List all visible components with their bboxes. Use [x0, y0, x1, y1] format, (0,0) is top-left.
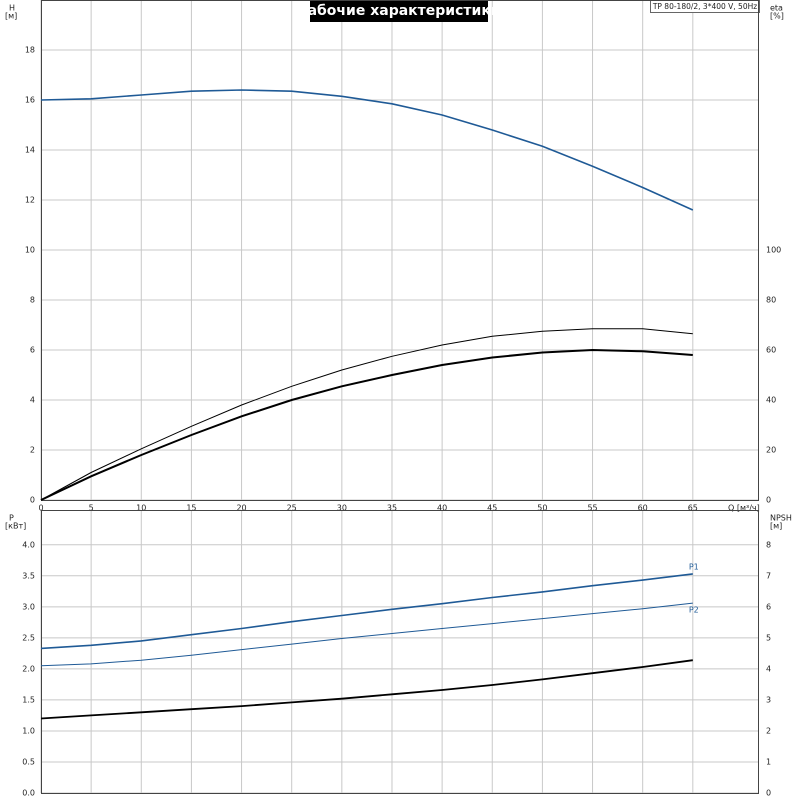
x-tick-label: 40	[437, 504, 447, 513]
y-tick-label: 10	[25, 246, 35, 255]
y-axis-label: P	[9, 514, 14, 523]
y2-axis-label: NPSH	[770, 514, 792, 523]
x-tick-label: 35	[387, 504, 397, 513]
y2-axis-unit: [м]	[770, 522, 782, 531]
y-tick-label: 18	[25, 46, 35, 55]
y-tick-label: 4	[30, 396, 35, 405]
y-tick-label: 8	[30, 296, 35, 305]
chart-title: Рабочие характеристики	[297, 3, 500, 19]
y-tick-label: 14	[25, 146, 35, 155]
y2-tick-label: 6	[766, 602, 771, 611]
title-box	[310, 0, 488, 22]
y-tick-label: 2.5	[22, 633, 35, 642]
y-tick-label: 0	[30, 496, 35, 505]
x-tick-label: 60	[638, 504, 648, 513]
y-tick-label: 2.0	[22, 664, 35, 673]
y2-tick-label: 100	[766, 246, 781, 255]
x-tick-label: 30	[337, 504, 347, 513]
y2-tick-label: 40	[766, 396, 776, 405]
y-tick-label: 12	[25, 196, 35, 205]
curve	[40, 328, 693, 501]
x-tick-label: 20	[236, 504, 246, 513]
curve	[40, 89, 694, 211]
y2-tick-label: 3	[766, 695, 771, 704]
y-tick-label: 1.5	[22, 695, 35, 704]
y-tick-label: 3.5	[22, 571, 35, 580]
y-tick-label: 3.0	[22, 602, 35, 611]
x-tick-label: 0	[38, 504, 43, 513]
y-axis-label: H	[9, 4, 15, 13]
y2-tick-label: 4	[766, 664, 771, 673]
y-tick-label: 16	[25, 96, 35, 105]
y-tick-label: 2	[30, 446, 35, 455]
y2-tick-label: 0	[766, 789, 771, 798]
y2-axis-unit: [%]	[770, 12, 784, 21]
y2-axis-label: eta	[770, 4, 783, 13]
y-tick-label: 1.0	[22, 726, 35, 735]
y2-tick-label: 1	[766, 757, 771, 766]
x-axis-label: Q [м³/ч]	[728, 504, 760, 513]
y-axis-unit: [кВт]	[5, 522, 26, 531]
curve	[40, 348, 693, 501]
x-tick-label: 25	[287, 504, 297, 513]
y2-tick-label: 60	[766, 346, 776, 355]
y-tick-label: 6	[30, 346, 35, 355]
y2-tick-label: 80	[766, 296, 776, 305]
subtitle: TP 80-180/2, 3*400 V, 50Hz	[652, 2, 757, 11]
x-tick-label: 15	[186, 504, 196, 513]
y2-tick-label: 2	[766, 726, 771, 735]
plot-frame	[41, 0, 759, 501]
curve-label: P1	[689, 562, 699, 571]
y-tick-label: 0.5	[22, 757, 35, 766]
x-tick-label: 45	[487, 504, 497, 513]
y-tick-label: 4.0	[22, 540, 35, 549]
plot-frame	[41, 510, 759, 794]
x-tick-label: 5	[89, 504, 94, 513]
y2-tick-label: 5	[766, 633, 771, 642]
y2-tick-label: 7	[766, 571, 771, 580]
y-axis-unit: [м]	[5, 12, 17, 21]
x-tick-label: 65	[688, 504, 698, 513]
curve	[40, 659, 693, 720]
x-tick-label: 50	[537, 504, 547, 513]
y-tick-label: 0.0	[22, 789, 35, 798]
curve	[40, 573, 693, 650]
y2-tick-label: 20	[766, 446, 776, 455]
curve-label: P2	[689, 606, 699, 615]
curve	[40, 602, 693, 667]
y2-tick-label: 8	[766, 540, 771, 549]
x-tick-label: 55	[587, 504, 597, 513]
x-tick-label: 10	[136, 504, 146, 513]
y2-tick-label: 0	[766, 496, 771, 505]
